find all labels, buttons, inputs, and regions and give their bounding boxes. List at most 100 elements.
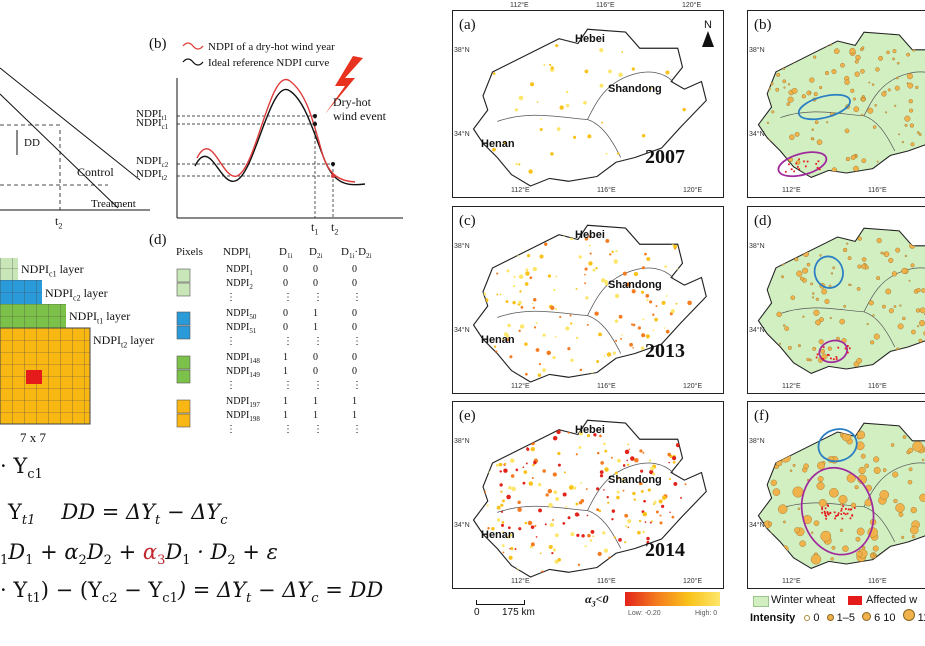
province-label: Shandong [608,83,662,95]
panel-d-label: (d) [149,232,167,248]
province-label: Hebei [575,229,605,241]
table-row: NDPI148 1 0 0 [226,352,357,365]
province-label: Shandong [608,279,662,291]
ndpi-c1: NDPIc1 [136,117,169,132]
ndpi-t2: NDPIt2 [136,168,168,183]
north-arrow: N [701,19,715,47]
legend-black: Ideal reference NDPI curve [208,57,330,69]
province-label: Shandong [608,474,662,486]
map-svg [757,227,925,374]
grid-size: 7 x 7 [20,430,46,445]
lon-tick: 112°E [511,578,530,585]
lat-tick: 34°N [749,522,765,529]
table-row: NDPI198 1 1 1 [226,410,357,423]
map-panel-left: (c) 2013 Hebei Shandong Henan 38°N 34°N 112°E 11… [452,206,724,394]
pixel-swatches [176,268,191,428]
lat-tick: 34°N [454,131,470,138]
table-row: ⋮ ⋮ ⋮ ⋮ [226,380,362,391]
layer-t2: NDPIt2 layer [93,333,155,350]
lon-tick-top: 116°E [596,2,615,9]
lon-tick: 112°E [782,578,801,585]
map-year: 2013 [645,340,685,362]
map-panel-label: (b) [754,17,772,33]
table-row: NDPI197 1 1 1 [226,396,357,409]
lon-tick: 112°E [511,383,530,390]
lat-tick: 34°N [749,327,765,334]
table-row: NDPI50 0 1 0 [226,308,357,321]
table-row: NDPI2 0 0 0 [226,278,357,291]
map-svg [472,224,707,383]
lon-tick: 112°E [782,383,801,390]
map-year: 2014 [645,539,685,561]
map-panel-label: (c) [459,213,476,229]
legend-red: NDPI of a dry-hot wind year [208,41,335,53]
equation-4: · Yt1) − (Yc2 − Yc1) = ΔYt − ΔYc = DD [0,578,384,607]
lon-tick: 116°E [868,383,887,390]
table-row: NDPI1 0 0 0 [226,264,357,277]
treatment-label: Treatment [91,198,136,210]
legend-affected-swatch [848,596,862,605]
map-panel-label: (e) [459,408,476,424]
map-panel-label: (f) [754,408,769,424]
event-label: Dry-hot wind event [333,95,386,123]
layer-c2: NDPIc2 layer [45,286,108,303]
lon-tick: 120°E [683,383,703,390]
legend-wheat: Winter wheat [771,594,836,606]
lon-tick: 116°E [597,187,616,194]
map-panel-label: (a) [459,17,476,33]
layer-stack [0,258,91,425]
lat-tick: 38°N [749,438,765,445]
colorbar-title: α3<0 [585,592,609,609]
x-t1: t1 [311,220,319,237]
province-label: Henan [481,334,515,346]
control-label: Control [77,165,114,179]
table-row: ⋮ ⋮ ⋮ ⋮ [226,424,362,435]
scale-bar: 0 175 km [466,600,556,620]
lat-tick: 38°N [454,243,470,250]
map-svg [472,28,707,187]
did-sketch [0,67,150,211]
lat-tick: 38°N [749,243,765,250]
lon-tick: 116°E [868,578,887,585]
lat-tick: 34°N [454,327,470,334]
dd-label: DD [24,137,40,149]
lon-tick-top: 120°E [682,2,702,9]
province-label: Hebei [575,424,605,436]
lon-tick: 112°E [511,187,530,194]
ndpi-curves [176,42,403,219]
colorbar [625,592,720,606]
lon-tick: 120°E [683,187,703,194]
map-panel-right: (f) 38°N 34°N 112°E 116°E [747,401,925,589]
map-year: 2007 [645,146,685,168]
map-svg [757,422,925,569]
colorbar-low: Low: -0.20 [628,610,661,617]
equation-2: Yt1 DD = ΔYt − ΔYc [8,500,228,529]
map-svg [472,419,707,578]
lon-tick: 112°E [782,187,801,194]
map-panel-right: (b) 38°N 34°N 112°E 116°E [747,10,925,198]
layer-c1: NDPIc1 layer [21,262,84,279]
lon-tick-top: 112°E [510,2,529,9]
province-label: Henan [481,138,515,150]
panel-b-label: (b) [149,36,167,52]
lon-tick: 116°E [597,578,616,585]
pixel-table: NDPI1 0 0 0 NDPI2 0 0 0 ⋮ ⋮ ⋮ ⋮ NDPI50 0 1 0 NDPI51 0 1 0 ⋮ ⋮… [176,264,416,444]
lat-tick: 38°N [749,47,765,54]
legend-wheat-swatch [753,596,769,607]
layer-t1: NDPIt1 layer [69,309,131,326]
lon-tick: 116°E [868,187,887,194]
lat-tick: 34°N [749,131,765,138]
lat-tick: 34°N [454,522,470,529]
table-row: NDPI149 1 0 0 [226,366,357,379]
table-row: NDPI51 0 1 0 [226,322,357,335]
map-panel-label: (d) [754,213,772,229]
equation-1: · Yc1 [0,454,43,483]
legend-affected: Affected w [866,594,918,606]
colorbar-high: High: 0 [695,610,718,617]
lon-tick: 116°E [597,383,616,390]
lat-tick: 38°N [454,438,470,445]
t2-label: t2 [55,214,63,231]
map-panel-right: (d) 38°N 34°N 112°E 116°E [747,206,925,394]
ndpi-t1: NDPIt1 [136,108,168,123]
x-t2: t2 [331,220,339,237]
